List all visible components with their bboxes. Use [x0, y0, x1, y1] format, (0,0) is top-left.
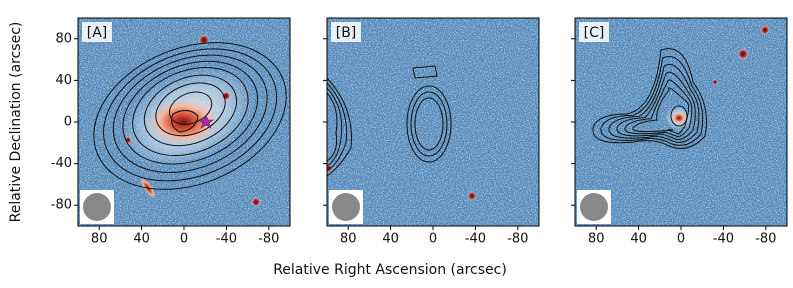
contour: [406, 85, 452, 163]
label-box: [82, 22, 112, 42]
label-box: [331, 22, 361, 42]
panel: [A] 80 40 0 -40 -80 80 40 0 -40 -80: [51, 17, 291, 247]
marker: [198, 114, 214, 129]
contour: [93, 42, 287, 190]
source: [712, 79, 718, 85]
x-tick-label: -40: [216, 232, 237, 247]
x-tick-label: 0: [180, 232, 188, 247]
contour: [103, 48, 278, 182]
contour: [132, 67, 249, 157]
beam: [580, 193, 608, 221]
beam: [83, 193, 111, 221]
source: [198, 34, 210, 46]
y-tick-label: -40: [51, 156, 72, 171]
x-tick-label: 40: [630, 232, 647, 247]
contour: [600, 56, 704, 146]
panel: [B] 80 40 0 -40 -80: [323, 17, 540, 247]
x-tick-label: 0: [677, 232, 685, 247]
x-axis-label: Relative Right Ascension (arcsec): [273, 262, 507, 278]
contour: [414, 97, 444, 151]
source: [124, 136, 132, 144]
y-tick-label: -80: [51, 198, 72, 213]
image: [575, 18, 787, 226]
panel: [C] 80 40 0 -40 -80: [571, 17, 788, 247]
source: [467, 191, 477, 201]
x-tick-label: 80: [91, 232, 108, 247]
source: [760, 25, 770, 35]
source: [327, 164, 333, 172]
contour: [624, 79, 693, 138]
panel-label: [C]: [584, 25, 605, 41]
y-axis-label: Relative Declination (arcsec): [8, 22, 24, 223]
x-tick-label: -80: [507, 232, 528, 247]
contour: [143, 74, 238, 147]
source: [221, 91, 231, 101]
contour: [122, 60, 259, 165]
source: [737, 48, 749, 60]
contour: [670, 105, 688, 127]
contour: [608, 64, 700, 143]
label-box: [579, 22, 609, 42]
emission: [149, 100, 217, 144]
contour: [327, 82, 348, 172]
contour: [410, 91, 448, 157]
x-tick-label: 40: [382, 232, 399, 247]
emission: [672, 112, 686, 124]
contour: [171, 110, 199, 133]
panel-label: [B]: [336, 25, 357, 41]
y-tick-label: 40: [55, 73, 72, 88]
y-tick-label: 0: [64, 115, 72, 130]
contour: [155, 82, 226, 137]
source: [251, 197, 261, 207]
beam: [332, 193, 360, 221]
x-tick-label: -80: [258, 232, 279, 247]
contour: [327, 77, 352, 177]
contour: [327, 87, 343, 167]
image: [78, 18, 290, 226]
contour: [592, 48, 707, 149]
x-tick-label: 40: [133, 232, 150, 247]
contour: [632, 87, 690, 135]
contour: [327, 92, 338, 162]
x-tick-label: 0: [429, 232, 437, 247]
y-tick-label: 80: [55, 31, 72, 46]
contour: [112, 54, 268, 173]
contour: [616, 71, 696, 140]
image: [327, 18, 539, 226]
x-tick-label: -40: [465, 232, 486, 247]
x-tick-label: 80: [588, 232, 605, 247]
panel-label: [A]: [87, 25, 108, 41]
x-tick-label: -40: [713, 232, 734, 247]
x-tick-label: 80: [340, 232, 357, 247]
x-tick-label: -80: [755, 232, 776, 247]
contour: [412, 65, 438, 79]
